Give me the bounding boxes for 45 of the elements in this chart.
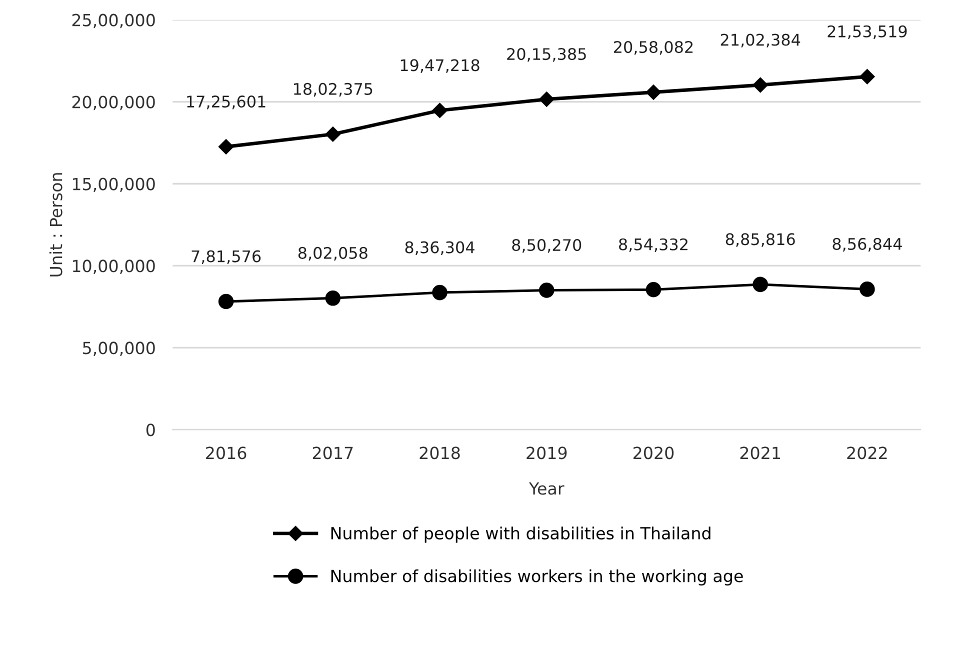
data-label: 18,02,375 — [294, 82, 372, 97]
x-tick-label: 2019 — [526, 446, 567, 460]
y-tick-label: 10,00,000 — [72, 260, 155, 274]
data-label: 20,58,082 — [614, 40, 693, 55]
point — [325, 290, 341, 306]
data-label: 17,25,601 — [187, 95, 266, 110]
data-label: 8,50,270 — [512, 238, 582, 253]
point — [752, 276, 768, 292]
data-label: 21,02,384 — [720, 34, 800, 48]
y-tick-label: 0 — [146, 424, 155, 436]
y-tick-label: 5,00,000 — [83, 342, 155, 356]
data-label: 7,81,576 — [192, 250, 261, 264]
x-tick-label: 2021 — [740, 446, 780, 460]
x-tick-label: 2020 — [634, 446, 674, 460]
point — [752, 77, 768, 93]
data-label: 21,53,519 — [828, 25, 907, 40]
legend-label: Number of people with disabilities in Thailand — [331, 526, 710, 543]
x-tick-label: 2018 — [420, 446, 460, 460]
y-tick-label: 15,00,000 — [72, 178, 155, 192]
point — [539, 92, 554, 107]
point — [538, 282, 554, 298]
point — [646, 84, 662, 100]
point — [860, 282, 875, 297]
x-tick-label: 2022 — [847, 446, 887, 460]
x-tick-label: 2016 — [206, 446, 246, 460]
data-label: 8,56,844 — [832, 238, 902, 252]
data-label: 8,36,304 — [405, 241, 474, 255]
y-tick-label: 25,00,000 — [72, 14, 155, 28]
x-tick-label: 2017 — [312, 446, 353, 460]
data-label: 19,47,218 — [400, 59, 480, 73]
data-label: 8,85,816 — [726, 233, 795, 247]
point — [432, 284, 448, 300]
legend-label: Number of disabilities workers in the working age — [331, 569, 743, 586]
point — [860, 69, 875, 84]
x-axis-title: Year — [528, 482, 564, 495]
data-label: 8,02,058 — [298, 246, 368, 261]
point — [325, 126, 340, 142]
point — [646, 282, 662, 298]
data-label: 20,15,385 — [507, 48, 586, 62]
y-tick-label: 20,00,000 — [72, 96, 155, 110]
data-label: 8,54,332 — [619, 238, 688, 252]
point — [432, 102, 448, 118]
point — [218, 139, 234, 154]
y-axis-title: Unit : Person — [49, 173, 62, 276]
point — [218, 294, 234, 310]
